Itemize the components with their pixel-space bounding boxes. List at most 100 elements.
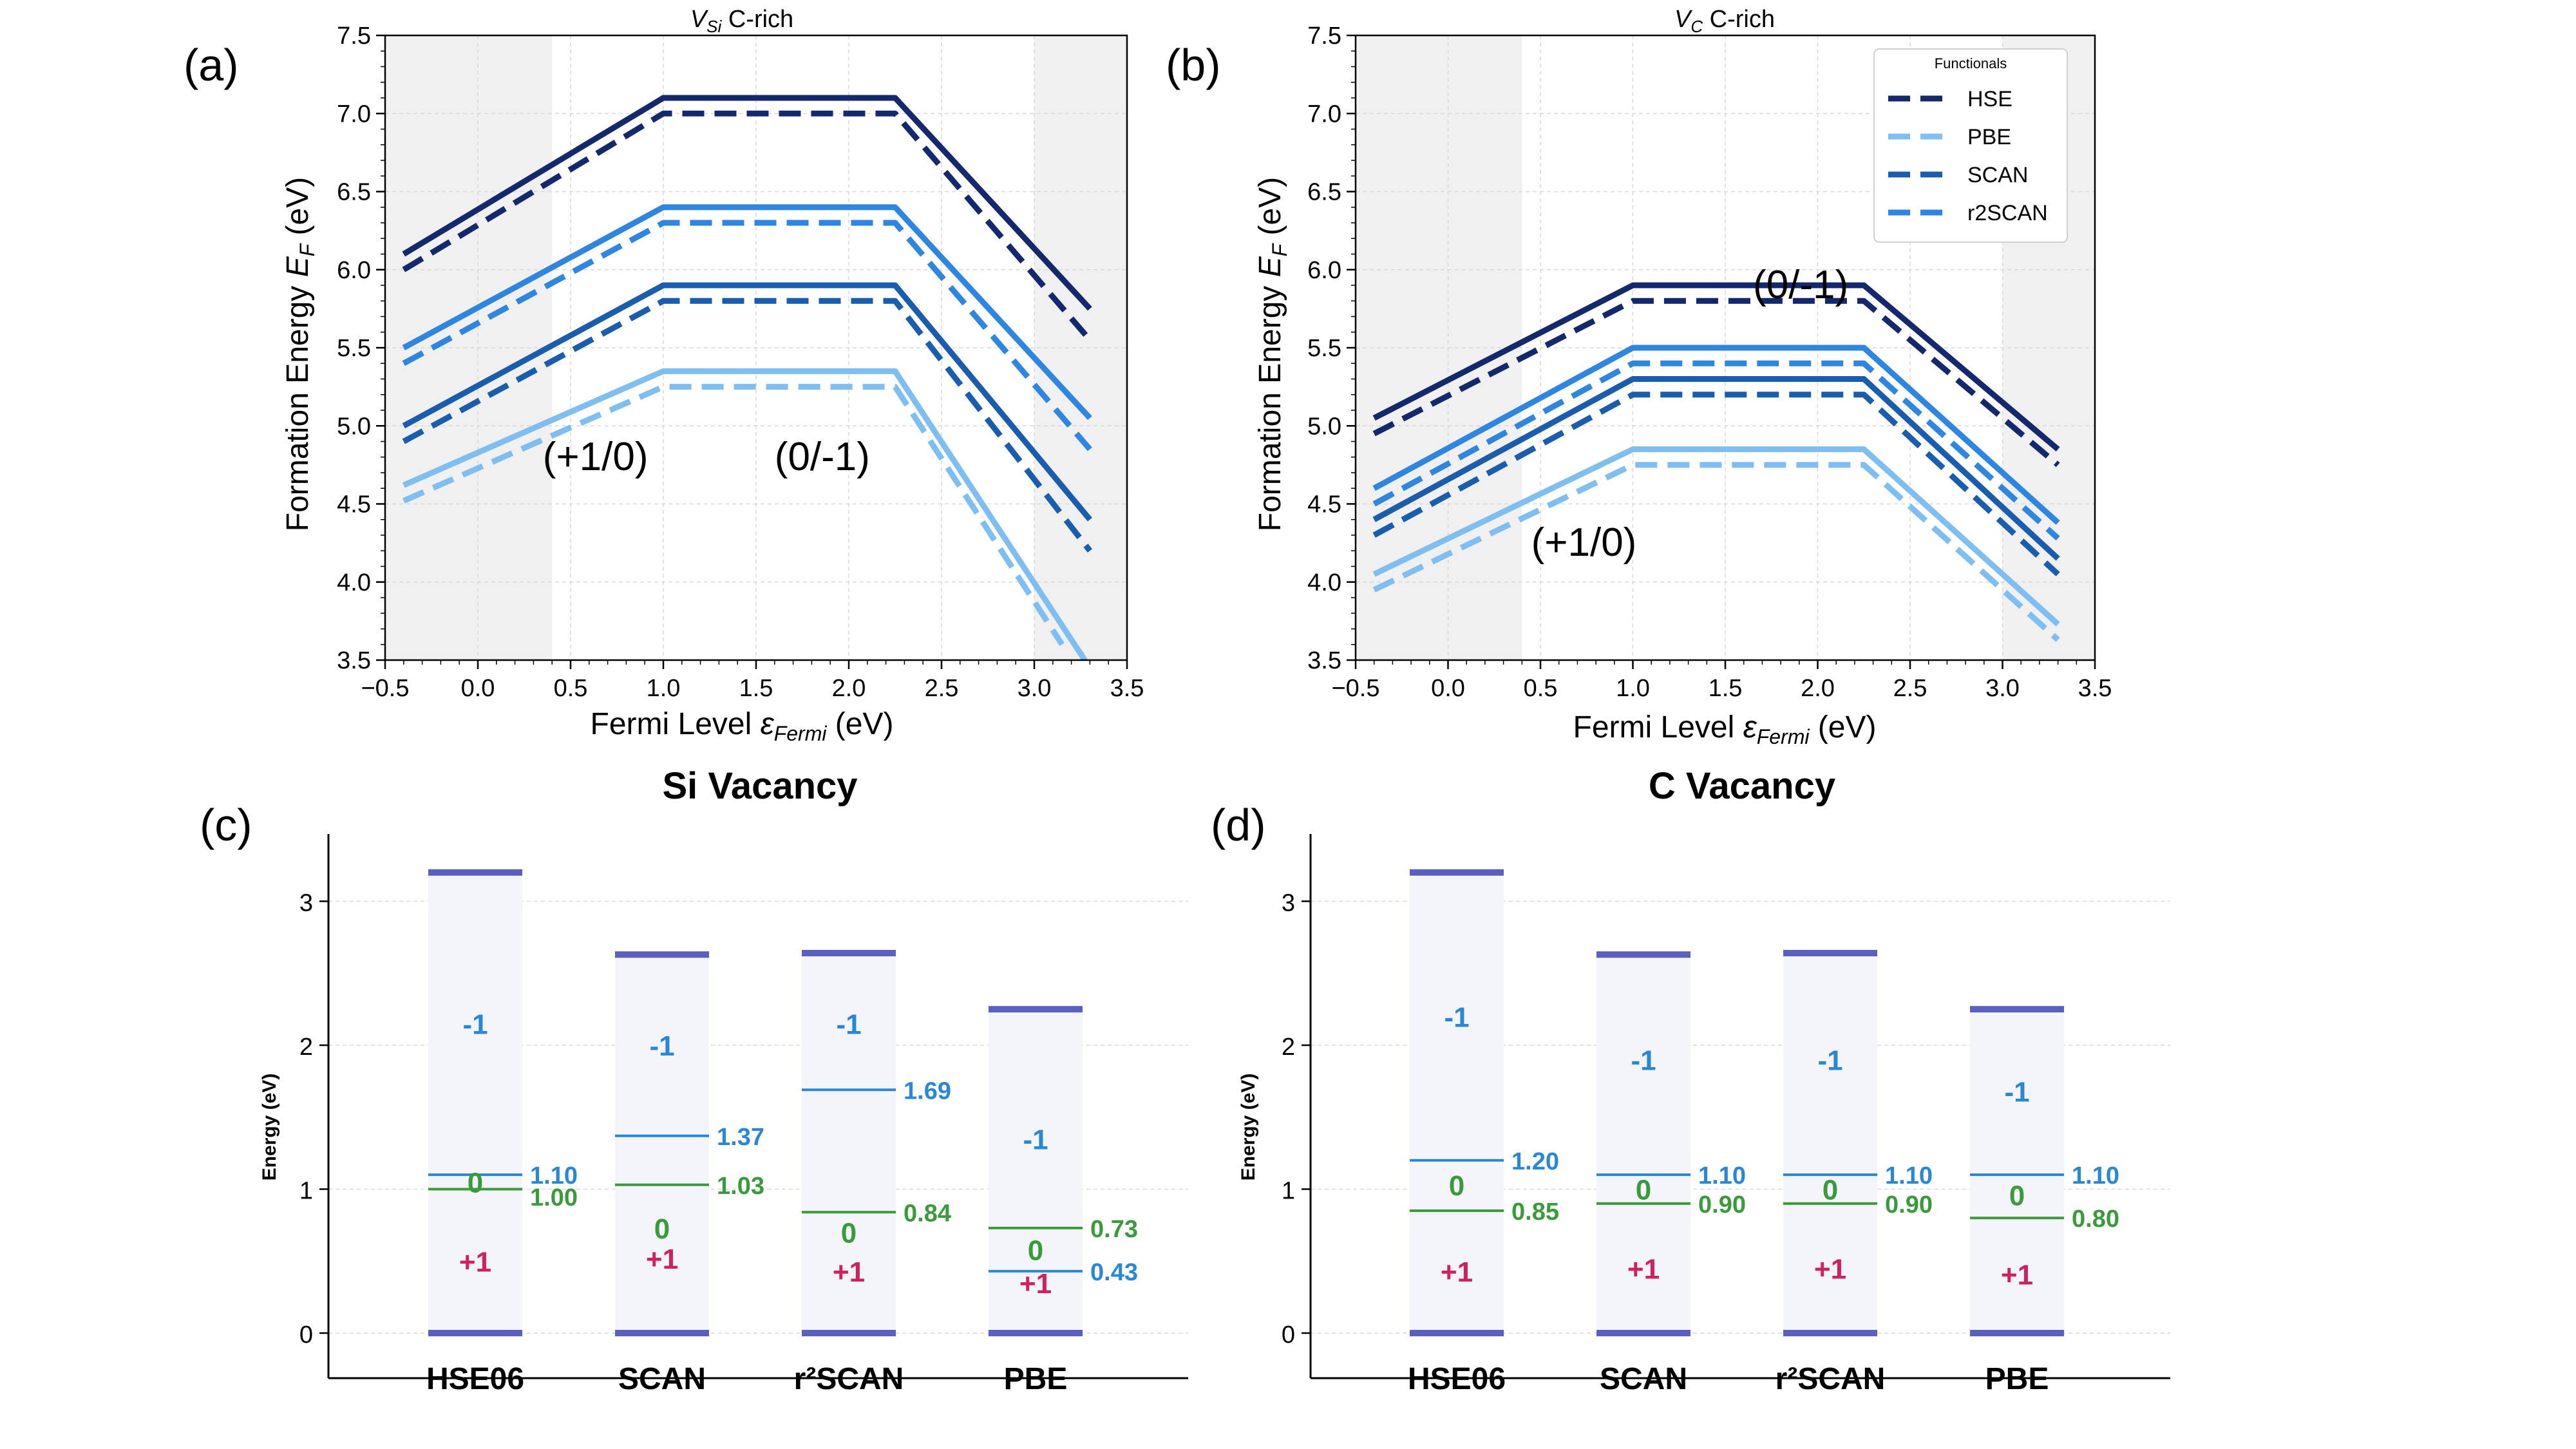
transition-annotations: (+1/0) (0/-1) (543, 435, 870, 479)
band-gap-region (428, 872, 522, 1333)
y-tick-label: 5.5 (1307, 335, 1341, 362)
category-labels: HSE06 SCAN r²SCAN PBE (426, 1362, 1067, 1396)
series-lines (1372, 282, 2060, 642)
y-tick-label: 3.5 (337, 647, 371, 674)
y-tick-label: 6.0 (337, 257, 371, 284)
level-value-zero-plus: 0.90 (1885, 1191, 1933, 1218)
series-line-scan-solid (402, 282, 1092, 522)
x-tick-label: 2.0 (1801, 675, 1835, 702)
y-tick-label: 4.0 (1307, 569, 1341, 596)
level-value-zero-plus: 0.90 (1698, 1191, 1746, 1218)
level-value-zero-plus: 0.73 (1090, 1216, 1138, 1243)
axes (327, 834, 1188, 1379)
legend-label: SCAN (1967, 163, 2028, 187)
y-tick-label: 7.5 (1307, 23, 1341, 50)
x-tick-label: 1.0 (1616, 675, 1650, 702)
series-line-hse-dashed (402, 110, 1092, 342)
band-gap-region (1970, 1009, 2064, 1333)
charge-state-zero: 0 (1449, 1170, 1464, 1202)
charge-state-minus: -1 (1444, 1001, 1469, 1033)
y-tick-label: 1 (1282, 1178, 1295, 1205)
axes (1309, 834, 2170, 1379)
x-tick-label: −0.5 (361, 675, 409, 702)
band-column-0: 1.101.00 -1 0 +1 (428, 869, 578, 1336)
charge-state-minus: -1 (2004, 1077, 2029, 1108)
chart-title: VC C-rich (1674, 6, 1775, 36)
band-gap-region (989, 1009, 1083, 1333)
band-gap-region (1596, 954, 1690, 1333)
level-value-minus-zero: 1.69 (904, 1077, 951, 1104)
band-column-3: 0.43 0.73 -1 0+1 (989, 1006, 1138, 1336)
category-label: SCAN (1600, 1362, 1687, 1396)
panel-label: (c) (200, 800, 252, 850)
level-value-zero-plus: 1.03 (717, 1173, 764, 1200)
panel-label: (b) (1166, 40, 1221, 90)
y-tick-label: 5.5 (337, 335, 371, 362)
x-tick-label: 2.5 (925, 675, 959, 702)
y-tick-label: 6.5 (1307, 179, 1341, 206)
transition-label: (+1/0) (1531, 520, 1637, 565)
x-ticks: −0.5 0.0 0.5 1.0 1.5 2.0 2.5 3.0 3.5 (361, 660, 1144, 702)
shaded-region-0 (385, 35, 553, 660)
x-tick-label: 3.0 (1018, 675, 1052, 702)
level-value-minus-zero: 0.43 (1090, 1259, 1138, 1286)
x-axis-label: Fermi Level εFermi (eV) (1573, 710, 1877, 748)
band-column-2: 1.100.90 -1 0 +1 (1783, 949, 1933, 1336)
x-tick-label: −0.5 (1331, 675, 1379, 702)
series-line-pbe-solid (1372, 446, 2060, 627)
y-tick-label: 3 (299, 890, 313, 917)
y-tick-label: 2 (299, 1034, 313, 1061)
legend-label: PBE (1967, 125, 2011, 149)
level-value-minus-zero: 1.10 (530, 1162, 578, 1189)
charge-state-plus: +1 (1814, 1253, 1846, 1285)
y-tick-label: 1 (299, 1178, 313, 1205)
series-line-scan-dashed (1372, 392, 2060, 576)
y-tick-label: 7.0 (1307, 100, 1341, 128)
panel-label: (d) (1211, 800, 1266, 850)
x-tick-label: 2.5 (1893, 675, 1927, 702)
category-labels: HSE06 SCAN r²SCAN PBE (1408, 1362, 2049, 1396)
x-tick-label: 0.5 (554, 675, 588, 702)
legend: Functionals HSE PBE SCAN r2SCAN (1873, 48, 2068, 243)
series-line-pbe-dashed (402, 384, 1065, 647)
y-ticks: 3.5 4.0 4.5 5.0 5.5 6.0 6.5 7.0 7.5 (1307, 23, 1356, 674)
charge-state-zero: 0 (2009, 1180, 2025, 1211)
y-tick-label: 0 (1282, 1321, 1295, 1349)
x-tick-label: 0.5 (1524, 675, 1558, 702)
y-tick-label: 3.5 (1307, 647, 1341, 674)
chart-title: C Vacancy (1649, 765, 1835, 807)
band-gap-region (1783, 952, 1877, 1333)
y-tick-label: 3 (1282, 890, 1295, 917)
band-column-0: 1.20 0.85 -1 0 +1 (1410, 869, 1559, 1336)
series-lines (402, 95, 1092, 660)
panel-label: (a) (184, 40, 239, 90)
legend-entries: HSE PBE SCAN r2SCAN (1888, 87, 2048, 225)
x-tick-label: 3.0 (1985, 675, 2020, 702)
band-column-1: 1.100.90 -1 0 +1 (1596, 951, 1746, 1336)
y-axis-label: Energy (eV) (259, 1074, 280, 1181)
legend-label: HSE (1967, 87, 2012, 111)
charge-state-plus: +1 (2001, 1259, 2033, 1291)
series-line-hse-solid (402, 95, 1092, 311)
category-label: SCAN (618, 1362, 706, 1396)
level-value-minus-zero: 1.10 (1885, 1162, 1933, 1189)
x-tick-label: 1.5 (739, 675, 773, 702)
category-label: HSE06 (426, 1362, 524, 1396)
y-tick-label: 4.5 (337, 491, 371, 518)
x-ticks: −0.5 0.0 0.5 1.0 1.5 2.0 2.5 3.0 3.5 (1331, 660, 2112, 702)
y-tick-label: 5.0 (337, 413, 371, 440)
category-label: r²SCAN (794, 1362, 904, 1396)
x-tick-label: 3.5 (1110, 675, 1144, 702)
charge-state-minus: -1 (649, 1030, 674, 1062)
charge-state-plus: +1 (1627, 1253, 1660, 1285)
chart-title: Si Vacancy (662, 765, 857, 807)
charge-state-minus: -1 (1817, 1045, 1842, 1076)
legend-title: Functionals (1935, 55, 2007, 71)
charge-state-zero: 0 (841, 1218, 857, 1249)
x-tick-label: 0.0 (461, 675, 495, 702)
x-axis-label: Fermi Level εFermi (eV) (591, 707, 894, 745)
series-line-hse-solid (1372, 282, 2060, 452)
charge-state-zero: 0 (1823, 1175, 1838, 1206)
x-tick-label: 0.0 (1431, 675, 1465, 702)
